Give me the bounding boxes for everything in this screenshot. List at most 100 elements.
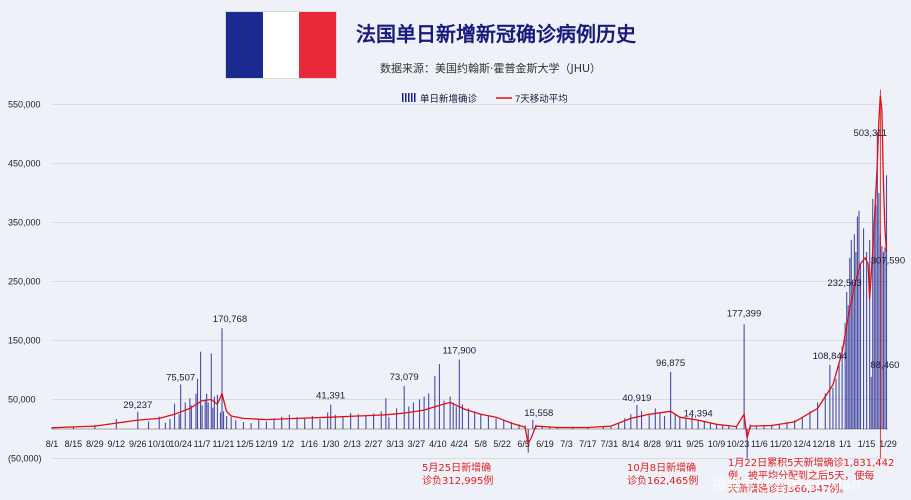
bar: [541, 426, 543, 429]
x-tick-label: 1/16: [300, 439, 318, 449]
annotation-text: 例，被平均分配到之后5天，使每: [728, 469, 874, 482]
bar: [201, 405, 203, 429]
x-tick-label: 10/23: [727, 439, 750, 449]
bar: [190, 405, 192, 429]
data-label: 29,237: [123, 400, 152, 411]
bar: [495, 418, 497, 429]
bar: [235, 420, 237, 429]
bar: [746, 429, 748, 459]
flag-stripe-blue: [226, 12, 263, 78]
bar: [518, 424, 520, 429]
bar: [849, 257, 851, 429]
bar: [881, 246, 883, 429]
bar: [115, 418, 117, 429]
bar: [572, 427, 574, 429]
x-tick-label: 1/2: [282, 439, 295, 449]
bar: [428, 393, 430, 429]
bar: [412, 402, 414, 429]
bar: [709, 423, 711, 429]
legend-swatch-bars: [402, 93, 404, 102]
x-tick-label: 10/9: [708, 439, 726, 449]
bar: [461, 404, 463, 429]
data-label: 88,460: [870, 360, 899, 371]
bar: [866, 252, 868, 429]
bar: [858, 210, 860, 429]
bar: [735, 426, 738, 429]
y-tick-label: 550,000: [8, 100, 41, 110]
legend-swatch-bars: [408, 93, 410, 102]
bar: [691, 416, 693, 429]
y-tick-label: 50,000: [8, 395, 36, 405]
bar: [455, 406, 457, 429]
data-label: 40,919: [622, 393, 651, 404]
bar: [875, 204, 877, 429]
bar: [443, 400, 445, 429]
bar: [610, 425, 612, 429]
bar: [817, 402, 819, 429]
bar: [480, 414, 482, 429]
bar: [385, 398, 387, 429]
x-tick-label: 9/11: [665, 439, 682, 449]
legend-swatch-bars: [405, 93, 407, 102]
bar: [824, 393, 826, 429]
bar: [697, 420, 699, 429]
bar: [847, 305, 849, 429]
flag-stripe-red: [299, 12, 337, 78]
x-tick-label: 1/15: [858, 439, 876, 449]
bar: [640, 411, 643, 429]
bar: [878, 193, 880, 429]
bar: [829, 364, 831, 429]
bar: [876, 132, 878, 429]
bar: [418, 399, 421, 429]
x-tick-label: 12/19: [255, 439, 278, 449]
x-tick-label: 8/1: [46, 439, 59, 449]
bar: [846, 291, 848, 429]
bar: [396, 408, 398, 429]
bar: [786, 421, 788, 429]
bar: [852, 281, 854, 429]
bar: [835, 378, 837, 429]
bar: [178, 414, 180, 429]
bar: [350, 413, 352, 429]
x-tick-label: 7/17: [579, 439, 597, 449]
bar: [654, 408, 656, 429]
data-label: 41,391: [316, 391, 345, 402]
bar: [380, 411, 382, 429]
bar: [703, 421, 705, 429]
bar: [288, 414, 290, 429]
bar: [212, 407, 214, 429]
bar: [180, 384, 182, 429]
bar: [659, 412, 661, 429]
y-tick-label: 250,000: [8, 277, 41, 287]
bar: [863, 228, 865, 429]
bar: [869, 240, 871, 429]
x-tick-label: 2/13: [343, 439, 361, 449]
data-label: 108,844: [813, 351, 847, 362]
y-tick-label: (50,000): [8, 454, 42, 464]
bar: [763, 426, 765, 429]
bar: [487, 416, 489, 429]
bar: [388, 417, 390, 429]
annotation-text: 天新增确诊约366,347例。: [728, 482, 849, 495]
data-label: 96,875: [656, 358, 685, 369]
bar: [327, 412, 329, 429]
bar: [169, 418, 171, 429]
bar: [281, 416, 283, 429]
data-label: 170,768: [213, 314, 247, 325]
bar: [602, 426, 604, 429]
bar: [503, 420, 505, 429]
bar: [884, 247, 886, 429]
bar: [771, 424, 773, 429]
x-tick-label: 8/29: [86, 439, 104, 449]
bar: [164, 422, 166, 429]
bar: [72, 426, 75, 429]
x-tick-label: 12/4: [793, 439, 811, 449]
bar: [674, 414, 676, 429]
annotation-text: 诊负312,995例: [422, 474, 493, 487]
x-tick-label: 11/7: [194, 439, 211, 449]
bar: [342, 416, 344, 429]
bar: [794, 420, 796, 429]
